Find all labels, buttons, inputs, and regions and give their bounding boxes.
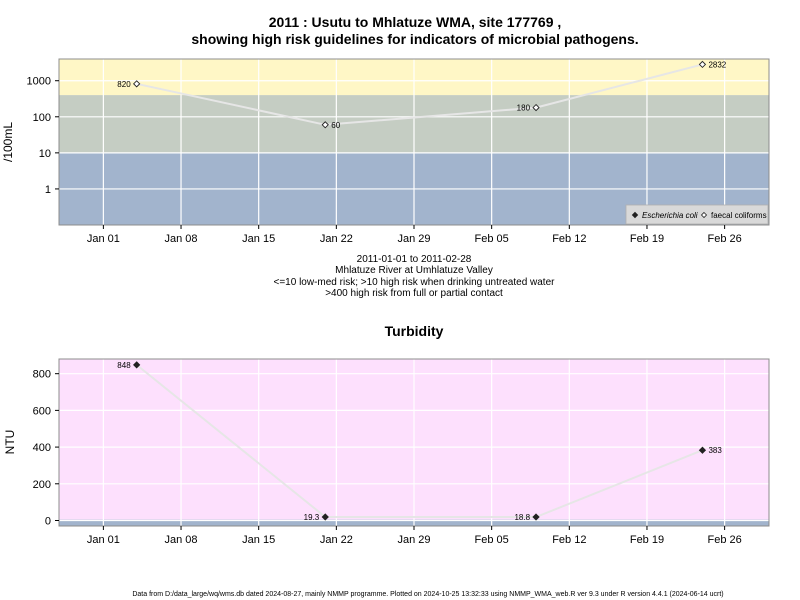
x-tick-label: Jan 01 [87, 233, 120, 245]
microbial-panel: Jan 01 Jan 08 Jan 15 Jan 22 Jan 29 Feb 05 Feb … [1, 58, 770, 245]
x-tick-label: Jan 15 [242, 233, 275, 245]
turbidity-panel: Jan 01 Jan 08 Jan 15 Jan 22 Jan 29 Feb 05 Feb … [3, 358, 770, 546]
figure-title-line2: showing high risk guidelines for indicat… [191, 31, 638, 47]
y-tick-label: 0 [45, 515, 51, 527]
data-point [532, 513, 540, 521]
figure-title-line1: 2011 : Usutu to Mhlatuze WMA, site 17776… [269, 14, 562, 30]
y-axis-label: /100mL [1, 122, 15, 162]
x-tick-label: Feb 26 [708, 534, 742, 546]
y-tick-label: 10 [39, 148, 51, 160]
x-tick-label: Feb 19 [630, 233, 664, 245]
data-point [133, 80, 141, 88]
x-tick-label: Jan 15 [242, 534, 275, 546]
data-point [532, 103, 540, 112]
caption-risk-guideline-2: >400 high risk from full or partial cont… [325, 288, 503, 299]
legend-marker-faecal [700, 211, 708, 219]
data-label: 2832 [708, 60, 726, 69]
data-label: 383 [708, 446, 722, 455]
legend-label-ecoli: Escherichia coli [642, 211, 698, 220]
x-tick-label: Jan 01 [87, 534, 120, 546]
legend-box [625, 204, 769, 225]
x-tick-label: Feb 19 [630, 534, 664, 546]
y-tick-label: 1 [45, 184, 51, 196]
legend-label-faecal: faecal coliforms [711, 211, 767, 220]
y-tick-label: 800 [33, 369, 51, 381]
data-point [698, 446, 707, 454]
y-tick-label: 200 [33, 479, 51, 491]
x-tick-label: Jan 22 [320, 534, 353, 546]
x-tick-label: Feb 26 [708, 233, 742, 245]
data-label: 60 [331, 121, 340, 130]
x-tick-label: Jan 29 [397, 534, 430, 546]
caption-date-range: 2011-01-01 to 2011-02-28 [357, 254, 472, 265]
x-tick-label: Feb 12 [552, 233, 586, 245]
series-line [136, 364, 703, 519]
series-line [136, 63, 703, 126]
y-tick-label: 1000 [27, 76, 51, 88]
x-tick-label: Feb 05 [475, 233, 509, 245]
x-tick-label: Jan 22 [320, 233, 353, 245]
y-tick-label: 400 [33, 442, 51, 454]
x-tick-label: Jan 29 [397, 233, 430, 245]
data-label: 19.3 [304, 513, 320, 522]
data-point [321, 121, 329, 129]
x-tick-label: Feb 05 [475, 534, 509, 546]
x-tick-label: Jan 08 [165, 534, 198, 546]
footer-note: Data from D:/data_large/wq/wms.db dated … [132, 591, 723, 598]
y-tick-label: 600 [33, 405, 51, 417]
caption-risk-guideline-1: <=10 low-med risk; >10 high risk when dr… [274, 277, 556, 288]
x-tick-label: Feb 12 [552, 534, 586, 546]
data-label: 18.8 [514, 513, 530, 522]
data-label: 848 [117, 361, 131, 370]
y-tick-label: 100 [33, 112, 51, 124]
caption-site-name: Mhlatuze River at Umhlatuze Valley [335, 265, 493, 276]
data-label: 180 [517, 104, 531, 113]
x-tick-label: Jan 08 [165, 233, 198, 245]
y-axis-label: NTU [3, 430, 17, 455]
data-label: 820 [117, 80, 131, 89]
data-point [321, 513, 329, 521]
data-point [133, 361, 141, 369]
data-point [698, 60, 707, 69]
legend-marker-ecoli [631, 211, 639, 219]
turbidity-title: Turbidity [385, 323, 444, 339]
